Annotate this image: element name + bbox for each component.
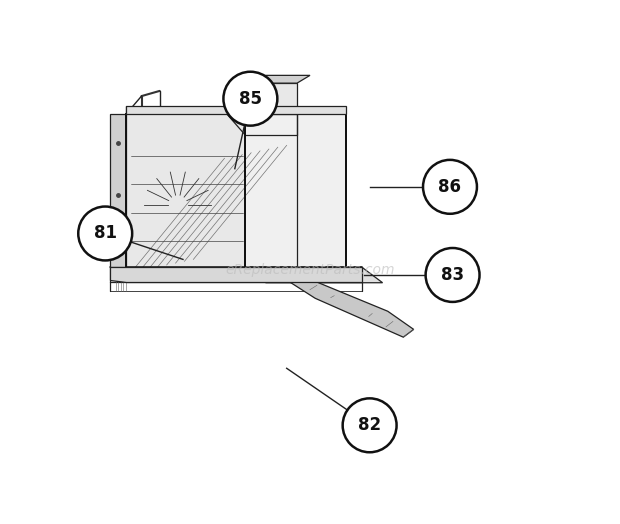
Polygon shape <box>110 267 362 282</box>
Text: eReplacementParts.com: eReplacementParts.com <box>225 263 395 277</box>
Text: 85: 85 <box>239 90 262 108</box>
Polygon shape <box>245 267 383 283</box>
Polygon shape <box>126 114 245 272</box>
Text: 83: 83 <box>441 266 464 284</box>
Circle shape <box>223 72 277 126</box>
Text: 86: 86 <box>438 178 461 196</box>
Polygon shape <box>126 106 347 114</box>
Circle shape <box>78 206 132 260</box>
Polygon shape <box>250 75 310 83</box>
Polygon shape <box>245 114 347 272</box>
Polygon shape <box>284 267 414 337</box>
Polygon shape <box>250 83 297 114</box>
Circle shape <box>425 248 479 302</box>
Polygon shape <box>110 114 126 267</box>
Text: 82: 82 <box>358 416 381 434</box>
Circle shape <box>343 398 397 452</box>
Text: 81: 81 <box>94 224 117 243</box>
Circle shape <box>423 160 477 214</box>
